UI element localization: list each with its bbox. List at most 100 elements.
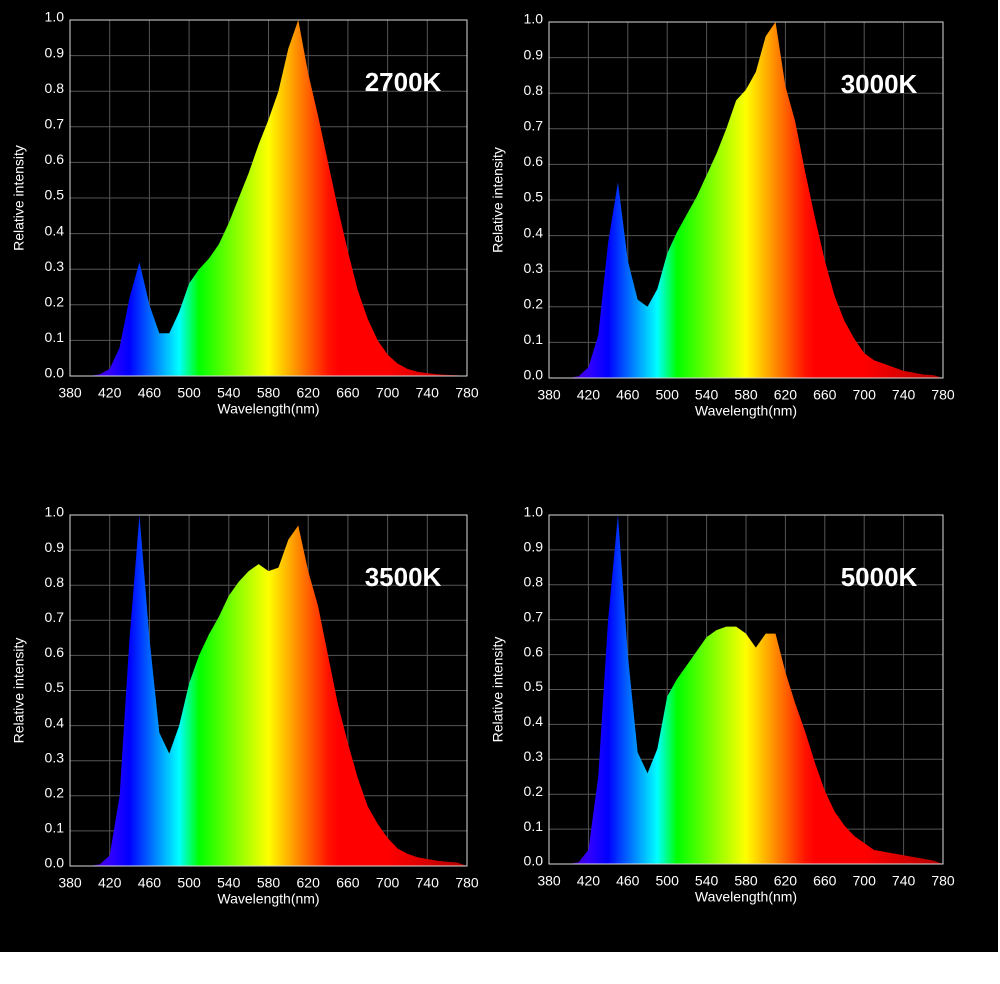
- x-tick-label: 660: [336, 875, 360, 891]
- y-tick-label: 0.1: [524, 818, 544, 834]
- y-tick-label: 0.9: [524, 539, 544, 555]
- y-tick-label: 0.8: [524, 82, 544, 98]
- x-axis-label: Wavelength(nm): [695, 889, 797, 905]
- y-tick-label: 0.1: [524, 331, 544, 347]
- chart-title: 5000K: [841, 562, 918, 592]
- x-tick-label: 460: [138, 385, 162, 401]
- y-tick-label: 0.1: [45, 820, 65, 836]
- y-axis-label: Relative intensity: [11, 638, 27, 744]
- x-tick-label: 580: [734, 873, 758, 889]
- x-tick-label: 380: [58, 385, 82, 401]
- y-tick-label: 0.6: [524, 643, 544, 659]
- y-tick-label: 0.2: [524, 783, 544, 799]
- x-tick-label: 500: [656, 873, 680, 889]
- y-tick-label: 0.4: [524, 713, 544, 729]
- x-tick-label: 700: [376, 385, 400, 401]
- y-tick-label: 0.3: [45, 749, 65, 765]
- y-tick-label: 0.5: [45, 187, 65, 203]
- y-tick-label: 0.4: [45, 714, 65, 730]
- x-tick-label: 420: [577, 387, 601, 403]
- x-tick-label: 620: [297, 385, 321, 401]
- plot-frame: [548, 514, 944, 865]
- x-tick-label: 540: [695, 873, 719, 889]
- x-tick-label: 660: [813, 873, 837, 889]
- x-tick-label: 780: [931, 873, 955, 889]
- y-axis-label: Relative intensity: [11, 145, 27, 251]
- x-tick-label: 580: [257, 875, 281, 891]
- x-tick-label: 660: [336, 385, 360, 401]
- y-tick-label: 0.2: [45, 785, 65, 801]
- y-tick-label: 0.8: [524, 574, 544, 590]
- x-tick-label: 780: [455, 875, 479, 891]
- x-tick-label: 660: [813, 387, 837, 403]
- x-tick-label: 620: [774, 387, 798, 403]
- x-tick-label: 500: [177, 875, 201, 891]
- x-axis-label: Wavelength(nm): [217, 891, 319, 907]
- y-tick-label: 0.9: [45, 44, 65, 60]
- y-tick-label: 0.4: [45, 222, 65, 238]
- y-tick-label: 0.5: [45, 679, 65, 695]
- chart-title: 3000K: [841, 69, 918, 99]
- x-tick-label: 460: [616, 873, 640, 889]
- plot-frame: [548, 21, 944, 379]
- x-tick-label: 540: [217, 385, 241, 401]
- x-tick-label: 460: [138, 875, 162, 891]
- x-tick-label: 380: [58, 875, 82, 891]
- y-tick-label: 0.4: [524, 224, 544, 240]
- y-tick-label: 0.5: [524, 189, 544, 205]
- spectrum-area: [549, 22, 943, 378]
- y-tick-label: 1.0: [45, 9, 65, 25]
- y-tick-label: 0.3: [45, 258, 65, 274]
- y-tick-label: 1.0: [524, 11, 544, 27]
- y-tick-label: 0.0: [45, 855, 65, 871]
- plot-frame: [69, 19, 468, 377]
- x-tick-label: 540: [217, 875, 241, 891]
- x-tick-label: 620: [297, 875, 321, 891]
- y-tick-label: 0.7: [45, 609, 65, 625]
- spectrum-area: [70, 515, 467, 866]
- y-tick-label: 0.6: [524, 153, 544, 169]
- y-axis-label: Relative intensity: [490, 147, 506, 253]
- y-tick-label: 1.0: [524, 504, 544, 520]
- x-tick-label: 460: [616, 387, 640, 403]
- y-tick-label: 0.3: [524, 748, 544, 764]
- y-tick-label: 0.8: [45, 574, 65, 590]
- x-tick-label: 580: [257, 385, 281, 401]
- y-tick-label: 0.2: [524, 296, 544, 312]
- x-tick-label: 780: [931, 387, 955, 403]
- plot-frame: [69, 514, 468, 867]
- y-tick-label: 0.2: [45, 294, 65, 310]
- x-tick-label: 700: [853, 873, 877, 889]
- y-tick-label: 0.0: [45, 365, 65, 381]
- y-tick-label: 0.0: [524, 367, 544, 383]
- y-tick-label: 0.7: [45, 116, 65, 132]
- x-tick-label: 420: [577, 873, 601, 889]
- y-tick-label: 0.6: [45, 644, 65, 660]
- x-tick-label: 740: [416, 875, 440, 891]
- x-tick-label: 500: [656, 387, 680, 403]
- x-tick-label: 740: [416, 385, 440, 401]
- x-tick-label: 420: [98, 385, 122, 401]
- y-axis-label: Relative intensity: [490, 637, 506, 743]
- x-axis-label: Wavelength(nm): [217, 401, 319, 417]
- y-tick-label: 0.8: [45, 80, 65, 96]
- x-tick-label: 780: [455, 385, 479, 401]
- y-tick-label: 0.0: [524, 853, 544, 869]
- y-tick-label: 0.6: [45, 151, 65, 167]
- y-tick-label: 1.0: [45, 504, 65, 520]
- x-tick-label: 500: [177, 385, 201, 401]
- x-axis-label: Wavelength(nm): [695, 403, 797, 419]
- chart-title: 3500K: [365, 562, 442, 592]
- x-tick-label: 580: [734, 387, 758, 403]
- y-tick-label: 0.1: [45, 329, 65, 345]
- chart-title: 2700K: [365, 67, 442, 97]
- x-tick-label: 700: [853, 387, 877, 403]
- spectrum-area: [70, 20, 467, 376]
- x-tick-label: 540: [695, 387, 719, 403]
- x-tick-label: 380: [537, 387, 561, 403]
- y-tick-label: 0.5: [524, 678, 544, 694]
- x-tick-label: 620: [774, 873, 798, 889]
- x-tick-label: 740: [892, 873, 916, 889]
- x-tick-label: 700: [376, 875, 400, 891]
